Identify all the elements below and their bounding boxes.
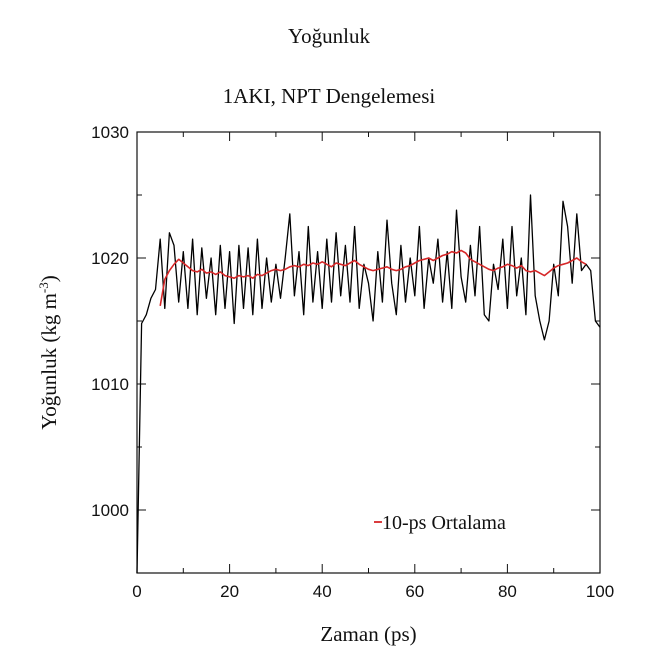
x-tick-label: 80 [498,582,517,601]
y-tick-label: 1010 [91,375,129,394]
y-tick-label: 1000 [91,501,129,520]
y-tick-label: 1030 [91,123,129,142]
x-tick-label: 0 [132,582,141,601]
legend: 10-ps Ortalama [374,512,506,534]
x-tick-label: 100 [586,582,614,601]
chart-subtitle: 1AKI, NPT Dengelemesi [222,84,436,108]
series-layer [136,194,601,574]
chart-title: Yoğunluk [288,24,370,48]
x-tick-label: 60 [405,582,424,601]
x-axis-label: Zaman (ps) [320,622,416,646]
density-series-line [136,194,601,574]
x-tick-label: 40 [313,582,332,601]
y-axis-label: Yoğunluk (kg m-3) [36,275,61,430]
y-tick-label: 1020 [91,249,129,268]
legend-label: 10-ps Ortalama [382,512,506,534]
average-series-line [159,249,587,307]
x-tick-label: 20 [220,582,239,601]
axis-ticks: 0 20 40 60 80 100 1000 1010 1020 1030 [91,123,614,601]
